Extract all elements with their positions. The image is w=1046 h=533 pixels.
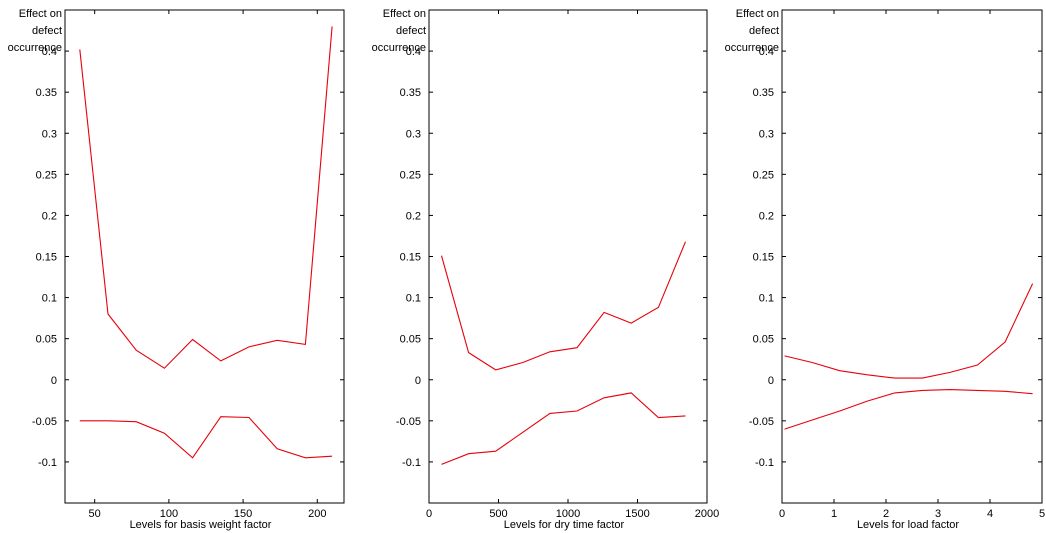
y-tick-label: 0.15 — [753, 252, 774, 264]
y-tick-label: 0.3 — [42, 128, 57, 140]
series-line-2 — [441, 392, 686, 465]
y-tick-label: 0.35 — [400, 87, 421, 99]
y-tick-label: 0.2 — [42, 210, 57, 222]
x-tick-label: 50 — [89, 508, 101, 520]
plot-frame — [64, 9, 345, 504]
chart-panel-3: -0.1 -0.05 0 0.05 0.1 0.15 0.2 0.25 0.3 0.35 0.4 0 1… — [725, 8, 1045, 531]
y-axis-title-line: Effect on — [736, 8, 779, 20]
y-tick-label: 0 — [415, 375, 421, 387]
y-tick-label: -0.05 — [396, 416, 421, 428]
y-tick-label: 0.4 — [759, 46, 774, 58]
y-tick-label: 0.4 — [42, 46, 57, 58]
y-tick-label: 0.25 — [753, 169, 774, 181]
plot-frame — [428, 9, 708, 504]
y-tick-label: 0.1 — [759, 293, 774, 305]
y-axis-title-line: defect — [32, 25, 62, 37]
y-tick-label: 0.05 — [400, 334, 421, 346]
y-tick-label: 0.35 — [753, 87, 774, 99]
y-tick-label: 0.05 — [753, 334, 774, 346]
series-line-2 — [784, 389, 1033, 430]
y-tick-label: -0.1 — [755, 457, 774, 469]
x-tick-label: 3 — [935, 508, 941, 520]
y-tick-label: 0.15 — [400, 252, 421, 264]
chart-panel-1: -0.1 -0.05 0 0.05 0.1 0.15 0.2 0.25 0.3 0.35 0.4 50… — [8, 8, 345, 531]
x-axis-title: Levels for load factor — [857, 519, 959, 531]
x-axis-title: Levels for basis weight factor — [130, 519, 272, 531]
x-axis-title: Levels for dry time factor — [504, 519, 625, 531]
y-axis-title-line: Effect on — [383, 8, 426, 20]
y-tick-label: 0.25 — [36, 169, 57, 181]
plot-frame — [781, 9, 1043, 504]
y-tick-label: 0.3 — [406, 128, 421, 140]
chart-panel-2: -0.1 -0.05 0 0.05 0.1 0.15 0.2 0.25 0.3 0.35 0.4 0 5… — [372, 8, 720, 531]
y-tick-label: 0.05 — [36, 334, 57, 346]
x-tick-label: 100 — [160, 508, 178, 520]
y-axis-title-line: occurrence — [372, 42, 426, 54]
x-tick-label: 4 — [987, 508, 993, 520]
y-axis-title-line: defect — [749, 25, 779, 37]
y-tick-label: 0 — [51, 375, 57, 387]
y-tick-label: 0.1 — [42, 293, 57, 305]
x-tick-label: 5 — [1039, 508, 1045, 520]
series-line-1 — [79, 26, 333, 369]
series-line-1 — [440, 241, 687, 371]
y-axis-title-line: Effect on — [19, 8, 62, 20]
series-line-1 — [784, 283, 1034, 379]
y-tick-label: -0.1 — [38, 457, 57, 469]
x-tick-label: 1 — [831, 508, 837, 520]
x-tick-label: 2 — [883, 508, 889, 520]
y-tick-label: 0.25 — [400, 169, 421, 181]
x-tick-label: 2000 — [695, 508, 719, 520]
x-tick-label: 1000 — [556, 508, 580, 520]
series-line-2 — [79, 416, 333, 459]
y-tick-label: 0.15 — [36, 252, 57, 264]
x-tick-label: 0 — [779, 508, 785, 520]
y-tick-label: -0.05 — [32, 416, 57, 428]
y-tick-label: 0.3 — [759, 128, 774, 140]
y-tick-label: -0.05 — [749, 416, 774, 428]
y-axis-title-line: defect — [396, 25, 426, 37]
y-tick-label: -0.1 — [402, 457, 421, 469]
y-tick-label: 0.2 — [759, 210, 774, 222]
y-tick-label: 0 — [768, 375, 774, 387]
y-tick-label: 0.4 — [406, 46, 421, 58]
x-tick-label: 200 — [308, 508, 326, 520]
x-tick-label: 1500 — [625, 508, 649, 520]
x-tick-label: 150 — [234, 508, 252, 520]
y-tick-label: 0.2 — [406, 210, 421, 222]
y-tick-label: 0.1 — [406, 293, 421, 305]
y-axis-title-line: occurrence — [8, 42, 62, 54]
y-axis-title-line: occurrence — [725, 42, 779, 54]
y-tick-label: 0.35 — [36, 87, 57, 99]
x-tick-label: 0 — [426, 508, 432, 520]
x-tick-label: 500 — [489, 508, 507, 520]
